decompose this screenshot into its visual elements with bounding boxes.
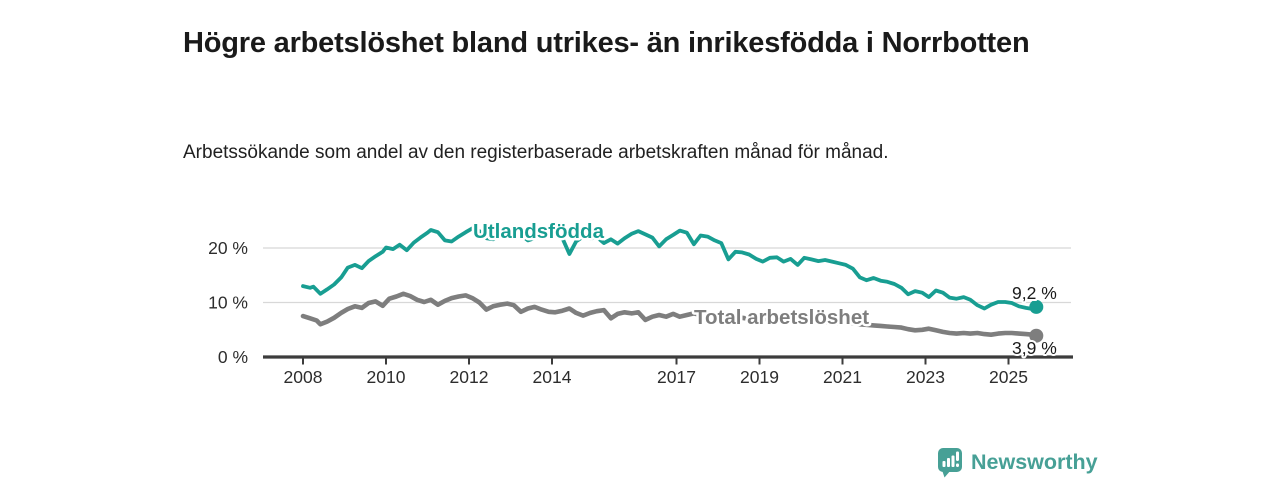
y-tick-label: 20 % [208, 238, 248, 258]
x-tick-label: 2025 [989, 367, 1028, 387]
gridlines [263, 247, 1071, 304]
x-tick-label: 2021 [823, 367, 862, 387]
x-tick-label: 2010 [367, 367, 406, 387]
y-tick-label: 10 % [208, 293, 248, 313]
chart-subtitle: Arbetssökande som andel av den registerb… [183, 142, 889, 163]
page-title: Högre arbetslöshet bland utrikes- än inr… [183, 27, 1030, 60]
x-tick-label: 2014 [533, 367, 572, 387]
series-layer [300, 226, 1044, 343]
series-line-utlandsfodda [301, 226, 1039, 311]
x-axis-ticks [302, 357, 1010, 365]
series-end-dot-total [1029, 328, 1044, 343]
x-axis: 2008 2010 2012 2014 2017 2019 2021 2023 … [263, 355, 1073, 387]
y-tick-label: 0 % [218, 347, 248, 367]
series-label-total: Total arbetslöshet [694, 306, 869, 329]
y-axis-labels: 20 % 10 % 0 % [208, 238, 248, 367]
x-tick-label: 2008 [284, 367, 323, 387]
x-axis-labels: 2008 2010 2012 2014 2017 2019 2021 2023 … [284, 367, 1028, 387]
x-tick-label: 2019 [740, 367, 779, 387]
x-tick-label: 2023 [906, 367, 945, 387]
end-value-label-utlandsfodda: 9,2 % [1012, 283, 1057, 303]
end-value-label-total: 3,9 % [1012, 338, 1057, 358]
x-tick-label: 2017 [657, 367, 696, 387]
bar-chart-speech-bubble-icon [938, 448, 962, 478]
x-tick-label: 2012 [450, 367, 489, 387]
newsworthy-logo: Newsworthy [938, 448, 1098, 478]
series-end-dot-utlandsfodda [1029, 299, 1044, 314]
series-line-total [300, 291, 1039, 339]
series-label-utlandsfodda: Utlandsfödda [473, 220, 605, 243]
newsworthy-logo-text: Newsworthy [971, 450, 1098, 474]
